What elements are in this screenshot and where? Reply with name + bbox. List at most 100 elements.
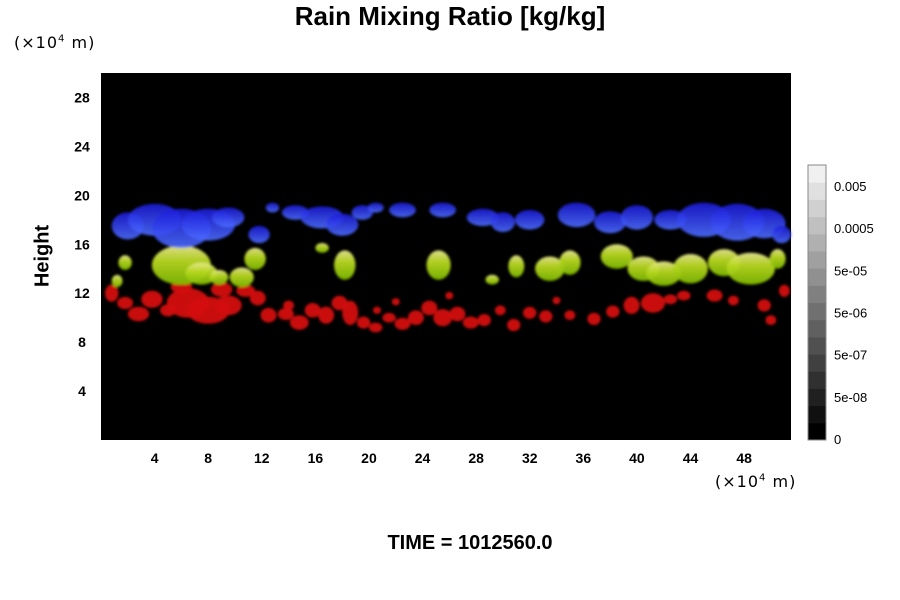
x-tick-label-24: 24 <box>415 450 431 466</box>
y-tick-label-20: 20 <box>74 187 90 203</box>
red-blob-24 <box>449 306 466 322</box>
red-blob-18 <box>369 322 383 333</box>
x-tick-label-12: 12 <box>254 450 270 466</box>
red-blob-12 <box>289 315 309 330</box>
red-blob-1 <box>117 296 134 310</box>
red-blob-39 <box>728 295 739 306</box>
y-tick-label-8: 8 <box>78 334 86 350</box>
green-blob-0 <box>111 274 123 288</box>
x-tick-label-8: 8 <box>204 450 212 466</box>
red-blob-11 <box>277 307 294 321</box>
colorbar-level-6 <box>808 319 826 338</box>
blue-blob-24 <box>367 202 384 213</box>
red-blob-19 <box>382 312 396 323</box>
red-blob-30 <box>539 310 553 323</box>
red-blob-40 <box>757 299 771 312</box>
red-blob-44 <box>210 282 233 297</box>
blue-blob-10 <box>351 205 373 220</box>
colorbar-label-5: 0.0005 <box>834 221 874 236</box>
green-blob-3 <box>185 262 218 285</box>
green-blob-13 <box>559 250 581 275</box>
blue-blob-4 <box>212 207 245 228</box>
green-blob-14 <box>600 244 633 269</box>
red-blob-49 <box>391 298 400 306</box>
x-axis-unit: (×104 m) <box>715 472 797 491</box>
x-tick-label-48: 48 <box>736 450 752 466</box>
red-blob-21 <box>407 310 424 326</box>
blue-blob-5 <box>248 225 270 244</box>
red-blob-32 <box>587 312 601 325</box>
green-blob-11 <box>508 255 525 278</box>
blue-blob-17 <box>594 211 627 234</box>
red-blob-16 <box>342 300 359 325</box>
blue-blob-12 <box>429 202 457 218</box>
blue-blob-15 <box>515 210 545 230</box>
x-tick-label-36: 36 <box>576 450 592 466</box>
chart-title: Rain Mixing Ratio [kg/kg] <box>294 1 606 31</box>
green-precip-layer <box>111 243 786 288</box>
y-tick-label-28: 28 <box>74 89 90 105</box>
green-blob-1 <box>118 255 132 270</box>
x-tick-label-28: 28 <box>468 450 484 466</box>
blue-blob-23 <box>772 225 791 244</box>
red-blob-9 <box>249 290 266 306</box>
blue-blob-16 <box>557 202 596 228</box>
time-label: TIME = 1012560.0 <box>387 532 553 554</box>
x-tick-label-32: 32 <box>522 450 538 466</box>
red-blob-45 <box>283 300 294 311</box>
green-blob-16 <box>646 261 682 286</box>
red-blob-29 <box>523 306 537 319</box>
y-axis-unit: (×104 m) <box>14 33 96 52</box>
red-blob-47 <box>445 291 454 300</box>
red-blob-33 <box>606 305 620 318</box>
colorbar-level-7 <box>808 302 826 321</box>
colorbar-level-3 <box>808 371 826 389</box>
blue-blob-18 <box>620 205 654 230</box>
red-blob-35 <box>640 293 666 313</box>
red-blob-41 <box>765 315 777 325</box>
colorbar-level-9 <box>808 268 826 286</box>
colorbar-label-0: 0 <box>834 432 841 447</box>
y-tick-label-16: 16 <box>74 236 90 252</box>
red-blob-37 <box>677 290 691 301</box>
red-blob-34 <box>623 296 640 314</box>
colorbar-label-1: 5e-08 <box>834 390 867 405</box>
red-blob-48 <box>552 296 561 305</box>
red-blob-28 <box>507 318 521 332</box>
colorbar-level-8 <box>808 285 826 303</box>
y-tick-label-12: 12 <box>74 285 90 301</box>
green-blob-12 <box>535 256 565 281</box>
y-tick-label-24: 24 <box>74 138 90 154</box>
colorbar-level-15 <box>808 165 826 183</box>
colorbar-level-1 <box>808 405 826 424</box>
blue-blob-14 <box>490 212 515 232</box>
green-blob-6 <box>244 247 266 270</box>
red-blob-14 <box>318 306 335 324</box>
colorbar: 0 5e-08 5e-07 5e-06 5e-05 0.0005 0.005 <box>807 164 874 447</box>
red-blob-31 <box>564 310 576 321</box>
red-blob-38 <box>706 289 723 302</box>
colorbar-level-0 <box>808 422 826 441</box>
green-blob-17 <box>673 254 708 284</box>
colorbar-label-6: 0.005 <box>834 179 867 194</box>
red-blob-7 <box>214 295 242 316</box>
blue-blob-6 <box>265 202 280 213</box>
red-blob-8 <box>236 284 256 297</box>
colorbar-level-5 <box>808 336 826 355</box>
red-blob-10 <box>260 307 277 323</box>
red-blob-20 <box>394 317 411 330</box>
red-blob-23 <box>433 309 453 327</box>
colorbar-frame <box>807 164 827 441</box>
colorbar-level-2 <box>808 388 826 407</box>
precipitation-field <box>105 202 791 333</box>
red-blob-0 <box>105 284 119 302</box>
blue-blob-9 <box>326 213 359 236</box>
colorbar-level-11 <box>808 233 826 252</box>
colorbar-level-4 <box>808 354 826 372</box>
red-blob-36 <box>663 294 678 305</box>
red-blob-25 <box>462 316 479 329</box>
blue-blob-11 <box>389 202 416 218</box>
red-blob-27 <box>494 305 506 316</box>
blue-precip-layer <box>111 202 791 248</box>
